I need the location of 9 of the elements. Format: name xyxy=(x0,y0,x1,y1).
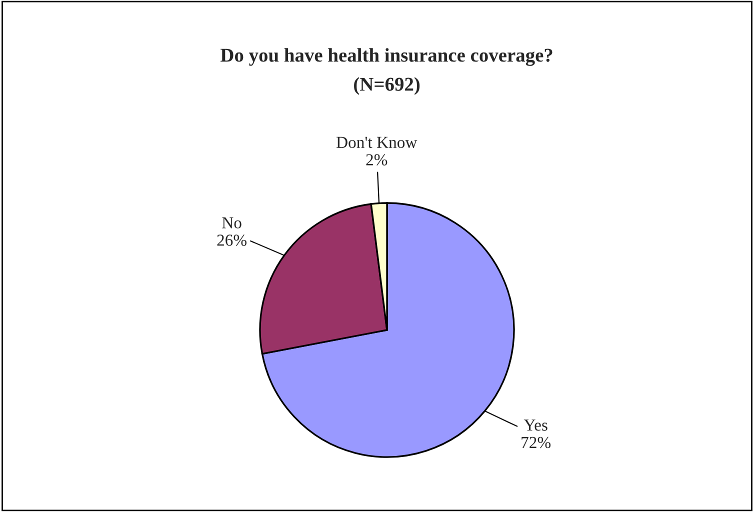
data-label: 2% xyxy=(366,154,388,166)
data-label: 72% xyxy=(522,436,551,448)
pie-slice xyxy=(261,202,515,458)
slice-label: Don't Know xyxy=(336,136,418,148)
slice-label: No xyxy=(222,217,242,228)
chart-title: Do you have health insurance coverage? xyxy=(220,48,552,66)
data-label: 26% xyxy=(217,234,247,246)
chart-subtitle: (N=692) xyxy=(354,77,420,95)
slice-label: Yes xyxy=(524,420,548,431)
